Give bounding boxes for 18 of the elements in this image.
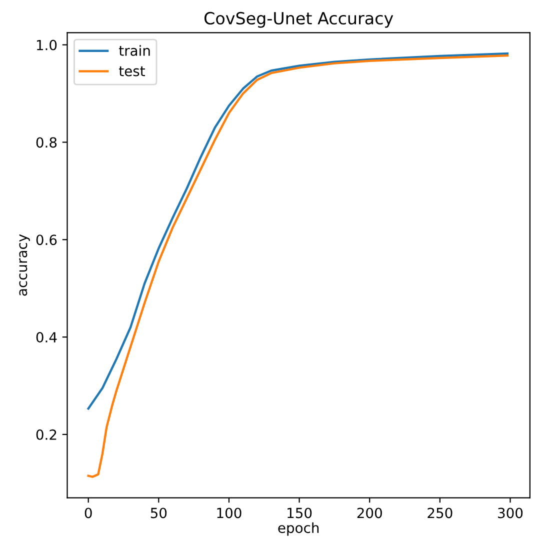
x-tick-label: 50	[150, 508, 167, 518]
chart-title: CovSeg-Unet Accuracy	[204, 12, 394, 28]
line-series	[87, 54, 509, 478]
x-tick-label: 100	[217, 508, 242, 518]
legend-label: test	[119, 66, 145, 76]
x-tick-label: 300	[498, 508, 523, 518]
x-tick-label: 0	[84, 508, 92, 518]
x-tick-label: 250	[428, 508, 452, 518]
x-tick-label: 200	[357, 508, 382, 518]
y-tick-label: 0.8	[36, 137, 57, 148]
y-tick-label: 0.2	[36, 429, 56, 440]
y-axis-title: accuracy	[19, 234, 30, 296]
y-tick-label: 0.6	[36, 234, 57, 246]
x-axis-title: epoch	[278, 522, 319, 536]
y-tick-label: 1.0	[36, 40, 57, 50]
legend-label: train	[119, 45, 150, 56]
y-tick-label: 0.4	[36, 332, 57, 343]
x-tick-label: 150	[288, 508, 312, 518]
